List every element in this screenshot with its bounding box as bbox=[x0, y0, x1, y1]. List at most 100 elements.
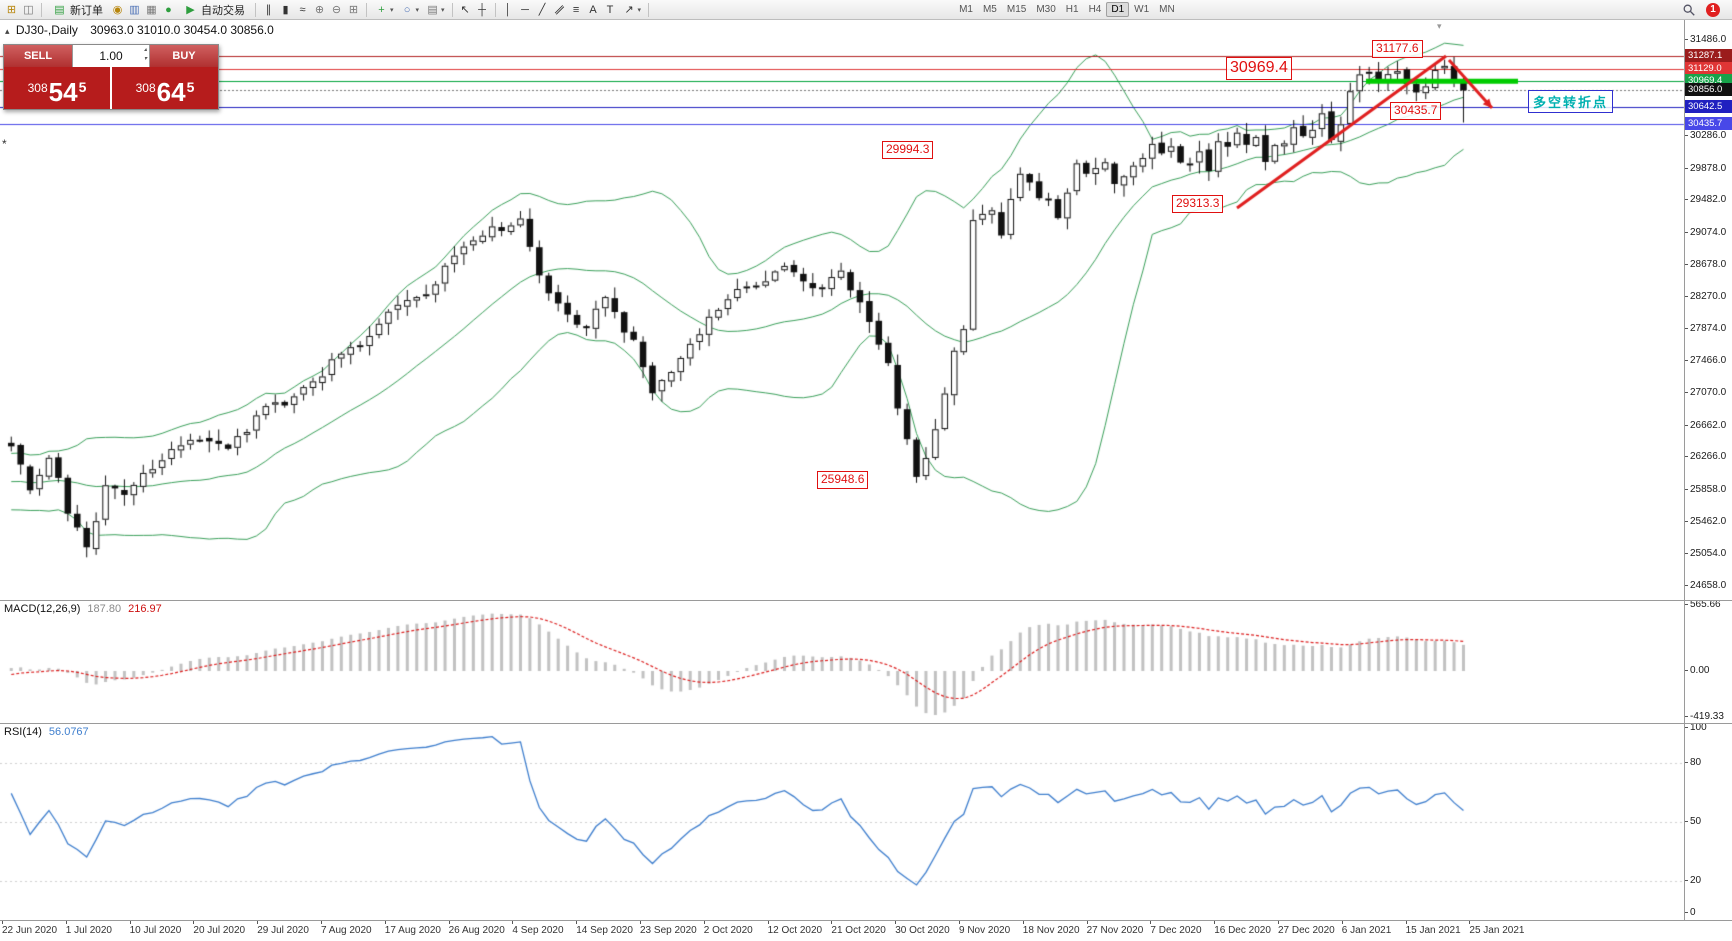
timeframe-button-w1[interactable]: W1 bbox=[1134, 4, 1150, 15]
turning-point-note[interactable]: 多空转折点 bbox=[1528, 90, 1614, 113]
zoom-in-icon[interactable]: ⊕ bbox=[314, 3, 325, 16]
trade-panel-price-row: 308 54 5 308 64 5 bbox=[4, 67, 218, 109]
cycles-button[interactable]: ○ ▾ bbox=[398, 1, 422, 19]
price-axis-label: 24658.0 bbox=[1683, 580, 1727, 591]
rsi-scale-label: 80 bbox=[1683, 757, 1702, 769]
price-axis-label: 27874.0 bbox=[1683, 322, 1727, 334]
price-axis-label: 28270.0 bbox=[1683, 291, 1727, 303]
date-label: 27 Dec 2020 bbox=[1278, 921, 1335, 936]
date-label: 7 Aug 2020 bbox=[321, 921, 372, 936]
chevron-down-icon: ▾ bbox=[415, 6, 420, 14]
volume-stepper[interactable]: ▴ ▾ bbox=[144, 46, 147, 64]
volume-input[interactable]: 1.00 ▴ ▾ bbox=[72, 45, 150, 67]
date-label: 25 Jan 2021 bbox=[1469, 921, 1525, 936]
panel-separator[interactable] bbox=[0, 920, 1732, 921]
auto-trading-button[interactable]: ▶ 自动交易 bbox=[178, 0, 250, 21]
templates-button[interactable]: ▤ ▾ bbox=[423, 1, 447, 19]
toolbar-right-group: 1 bbox=[1682, 2, 1728, 17]
price-axis[interactable]: 31486.0 30286.0 29878.0 29482.0 29074.0 28678… bbox=[1683, 20, 1732, 921]
one-click-trading-panel: SELL 1.00 ▴ ▾ BUY 308 54 5 308 64 5 bbox=[3, 44, 219, 110]
community-icon[interactable]: ● bbox=[165, 3, 172, 16]
toolbar-separator bbox=[648, 2, 650, 17]
notification-badge[interactable]: 1 bbox=[1706, 2, 1720, 17]
date-label: 29 Jul 2020 bbox=[257, 921, 309, 936]
line-chart-mode-icon[interactable]: ≈ bbox=[299, 3, 306, 16]
bar-chart-mode-icon[interactable]: ∥ bbox=[265, 3, 272, 16]
panel-separator[interactable] bbox=[0, 600, 1732, 601]
new-chart-icon[interactable]: ⊞ bbox=[6, 3, 17, 16]
timeframe-button-m30[interactable]: M30 bbox=[1036, 4, 1056, 15]
trade-panel-header-row: SELL 1.00 ▴ ▾ BUY bbox=[4, 45, 218, 67]
date-label: 22 Jun 2020 bbox=[2, 921, 58, 936]
channel-tool-icon[interactable]: ∥ bbox=[552, 3, 566, 16]
time-axis[interactable]: 22 Jun 2020 1 Jul 2020 10 Jul 2020 20 Jul 2… bbox=[0, 921, 1732, 941]
timeframe-button-m1[interactable]: M1 bbox=[959, 4, 973, 15]
sell-price-fraction: 5 bbox=[78, 79, 87, 95]
rsi-scale-label: 100 bbox=[1684, 722, 1707, 733]
date-label: 10 Jul 2020 bbox=[129, 921, 182, 936]
toolbar-separator bbox=[366, 2, 367, 17]
timeframe-button-d1[interactable]: D1 bbox=[1106, 2, 1130, 17]
price-annotation[interactable]: 30969.4 bbox=[1226, 57, 1292, 80]
date-label: 4 Sep 2020 bbox=[512, 921, 564, 936]
timeframe-button-m15[interactable]: M15 bbox=[1006, 4, 1027, 15]
buy-button[interactable]: BUY bbox=[150, 45, 218, 67]
chart-title: ▴ DJ30-,Daily 30963.0 31010.0 30454.0 30… bbox=[5, 23, 274, 37]
chart-ohlc-values: 30963.0 31010.0 30454.0 30856.0 bbox=[90, 23, 274, 37]
crosshair-icon[interactable]: ┼ bbox=[478, 3, 486, 16]
auto-trading-play-icon: ▶ bbox=[186, 3, 195, 16]
trendline-tool-icon[interactable]: ╱ bbox=[538, 3, 546, 16]
candlestick-mode-icon[interactable]: ▮ bbox=[282, 3, 289, 16]
stepper-down-icon[interactable]: ▾ bbox=[143, 56, 147, 62]
cursor-icon[interactable]: ↖ bbox=[460, 3, 470, 16]
timeframe-button-h4[interactable]: H4 bbox=[1088, 4, 1102, 15]
price-tag: 30435.7 bbox=[1685, 116, 1732, 130]
label-tool-icon[interactable]: T bbox=[606, 3, 614, 16]
timeframe-button-h1[interactable]: H1 bbox=[1065, 4, 1079, 15]
arrows-icon: ↗ bbox=[624, 3, 634, 16]
zoom-out-icon[interactable]: ⊖ bbox=[331, 3, 342, 16]
text-tool-icon[interactable]: A bbox=[589, 3, 597, 16]
profiles-icon[interactable]: ◫ bbox=[23, 3, 34, 16]
sell-button[interactable]: SELL bbox=[4, 45, 72, 67]
vertical-line-tool-icon[interactable]: │ bbox=[504, 3, 512, 16]
price-axis-label: 31486.0 bbox=[1683, 34, 1727, 45]
price-annotation[interactable]: 25948.6 bbox=[817, 471, 869, 489]
indicators-button[interactable]: + ▾ bbox=[372, 1, 396, 19]
sell-price-big: 54 bbox=[48, 77, 78, 107]
macd-main-value: 187.80 bbox=[87, 603, 122, 615]
tile-windows-icon[interactable]: ⊞ bbox=[348, 3, 359, 16]
toolbar-separator bbox=[41, 2, 42, 17]
fibonacci-tool-icon[interactable]: ≡ bbox=[572, 3, 580, 16]
sell-price[interactable]: 308 54 5 bbox=[4, 67, 110, 109]
chart-shift-marker-icon[interactable]: ▾ bbox=[1437, 21, 1442, 31]
date-label: 20 Jul 2020 bbox=[193, 921, 246, 936]
date-label: 21 Oct 2020 bbox=[831, 921, 886, 936]
market-watch-icon[interactable]: ▥ bbox=[129, 3, 140, 16]
coins-icon[interactable]: ◉ bbox=[112, 3, 123, 16]
price-tag: 31287.1 bbox=[1685, 48, 1732, 62]
price-annotation[interactable]: 31177.6 bbox=[1372, 40, 1423, 58]
chart-title-marker-icon: ▴ bbox=[5, 26, 10, 36]
stepper-up-icon[interactable]: ▴ bbox=[143, 47, 147, 53]
price-annotation[interactable]: 29313.3 bbox=[1172, 195, 1224, 213]
new-order-icon: ▤ bbox=[54, 3, 65, 16]
price-annotation[interactable]: 29994.3 bbox=[882, 141, 934, 159]
panel-separator[interactable] bbox=[0, 723, 1732, 724]
price-annotation[interactable]: 30435.7 bbox=[1390, 102, 1442, 120]
shapes-button[interactable]: ↗ ▾ bbox=[620, 1, 644, 19]
chevron-down-icon: ▾ bbox=[637, 6, 642, 14]
date-label: 15 Jan 2021 bbox=[1405, 921, 1461, 936]
timeframe-button-m5[interactable]: M5 bbox=[982, 4, 997, 15]
date-label: 14 Sep 2020 bbox=[576, 921, 633, 936]
search-icon[interactable] bbox=[1682, 3, 1696, 17]
timeframe-button-mn[interactable]: MN bbox=[1159, 4, 1175, 15]
horizontal-line-tool-icon[interactable]: ─ bbox=[521, 3, 529, 16]
toolbar-separator bbox=[494, 2, 496, 17]
new-order-button[interactable]: ▤ 新订单 bbox=[47, 0, 108, 21]
buy-price[interactable]: 308 64 5 bbox=[112, 67, 218, 109]
data-window-icon[interactable]: ▦ bbox=[146, 3, 157, 16]
rsi-scale-label: 20 bbox=[1683, 874, 1702, 886]
price-axis-label: 27466.0 bbox=[1683, 355, 1727, 367]
